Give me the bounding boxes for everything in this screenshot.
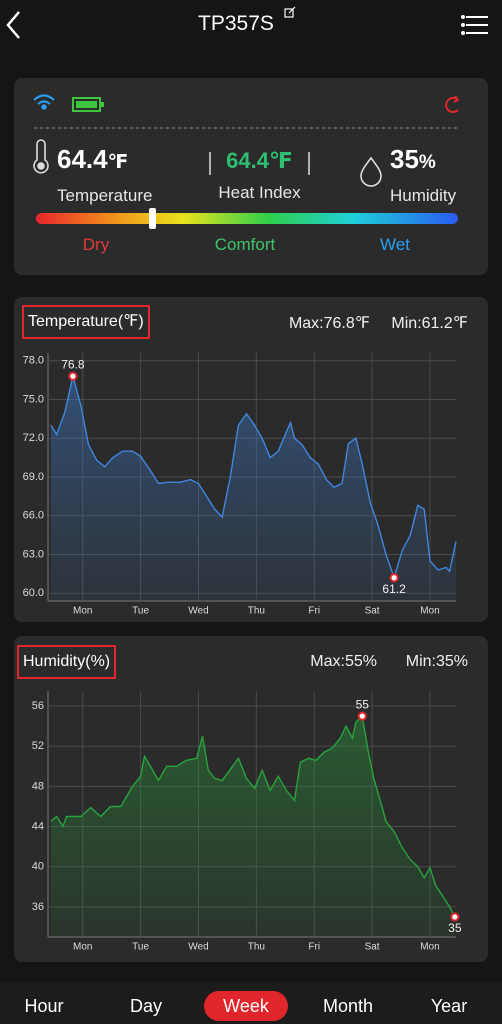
max-point (68, 371, 78, 381)
humidity-reading: 35% (390, 144, 436, 175)
y-tick-label: 40 (32, 861, 44, 873)
x-tick-label: Wed (188, 606, 208, 617)
x-tick-label: Mon (73, 942, 92, 953)
max-label: Max:76.8℉ (288, 315, 370, 332)
y-tick-label: 56 (32, 700, 44, 712)
humidity-icon (360, 156, 382, 187)
x-tick-label: Sat (365, 606, 380, 617)
tab[interactable]: Year (430, 996, 468, 1016)
current-decor (33, 94, 460, 229)
min-value-label: 35 (448, 921, 462, 935)
comfort-thumb (149, 208, 156, 229)
thermometer-icon (33, 139, 49, 174)
min-label: Min:35% (405, 653, 468, 670)
min-point (450, 912, 460, 922)
device-title: TP357S (198, 12, 274, 35)
y-tick-label: 44 (32, 820, 44, 832)
temperature-label: Temperature (57, 186, 153, 205)
chart-title: Humidity(%) (17, 645, 117, 679)
back-button[interactable] (6, 11, 20, 39)
edit-icon[interactable] (284, 6, 296, 18)
x-tick-label: Wed (188, 942, 208, 953)
chart-title: Temperature(℉) (22, 305, 150, 339)
scale-dry: Dry (82, 235, 110, 254)
scale-wet: Wet (380, 235, 410, 254)
humidity-label: Humidity (390, 186, 457, 205)
selected-tab-pill (204, 991, 288, 1021)
x-tick-label: Tue (132, 606, 149, 617)
comfort-bar (36, 213, 458, 224)
humidity-unit: % (418, 152, 436, 173)
data-line (50, 714, 456, 918)
y-tick-label: 75.0 (23, 393, 44, 405)
data-line (50, 376, 457, 580)
temperature-card: 60.0 63.0 66.0 69.0 72.0 75.0 78.0 Mon Tue Wed Thu… (14, 297, 488, 622)
x-tick-label: Fri (308, 606, 320, 617)
temperature-chart: 60.0 63.0 66.0 69.0 72.0 75.0 78.0 Mon Tue Wed Thu… (23, 353, 457, 617)
max-point (357, 711, 367, 721)
y-tick-label: 78.0 (23, 355, 44, 367)
menu-button[interactable] (461, 15, 488, 35)
tab[interactable]: Hour (24, 996, 64, 1016)
battery-icon (72, 97, 104, 112)
max-value-label: 76.8 (61, 357, 85, 371)
x-tick-label: Thu (248, 942, 265, 953)
max-value-label: 55 (356, 697, 370, 711)
y-tick-label: 66.0 (23, 510, 44, 522)
y-tick-label: 69.0 (23, 471, 44, 483)
x-tick-label: Fri (308, 942, 320, 953)
y-tick-label: 60.0 (23, 587, 44, 599)
humidity-chart: 36 40 44 48 52 56 Mon Tue Wed Thu Fri Sat Mon 55 35 (32, 691, 462, 953)
y-tick-label: 36 (32, 901, 44, 913)
temperature-reading: 64.4℉ (57, 144, 128, 175)
current-card: 64.4℉ Temperature 64.4℉ Heat Index 35% H… (14, 78, 488, 275)
min-value-label: 61.2 (382, 582, 406, 596)
min-point (389, 573, 399, 583)
temperature-unit: ℉ (107, 152, 129, 173)
x-tick-label: Tue (132, 942, 149, 953)
refresh-arrow (453, 95, 460, 103)
humidity-card: 36 40 44 48 52 56 Mon Tue Wed Thu Fri Sat Mon 55 35 Hu… (14, 636, 488, 962)
area-fill (50, 376, 457, 601)
x-tick-label: Sat (365, 942, 380, 953)
temperature-value: 64.4 (57, 144, 108, 174)
y-tick-label: 63.0 (23, 548, 44, 560)
x-tick-label: Mon (73, 606, 92, 617)
tab[interactable]: Day (129, 996, 162, 1016)
y-tick-label: 52 (32, 740, 44, 752)
area-fill (50, 716, 455, 937)
refresh-button[interactable] (445, 97, 459, 113)
wifi-icon (33, 94, 55, 110)
x-tick-label: Mon (420, 942, 439, 953)
humidity-value: 35 (390, 144, 419, 174)
heat-index-label: Heat Index (218, 183, 301, 202)
x-tick-label: Mon (420, 606, 439, 617)
heat-index-value: 64.4℉ (226, 148, 293, 173)
x-tick-label: Thu (248, 606, 265, 617)
tab[interactable]: Week (223, 996, 269, 1016)
tab[interactable]: Month (322, 996, 374, 1016)
scale-comfort: Comfort (214, 235, 276, 254)
tab-bar: Hour Day Week Month Year (0, 982, 502, 1024)
min-label: Min:61.2℉ (391, 315, 468, 332)
y-tick-label: 48 (32, 780, 44, 792)
header-bar (6, 6, 488, 39)
y-tick-label: 72.0 (23, 432, 44, 444)
max-label: Max:55% (310, 653, 377, 670)
